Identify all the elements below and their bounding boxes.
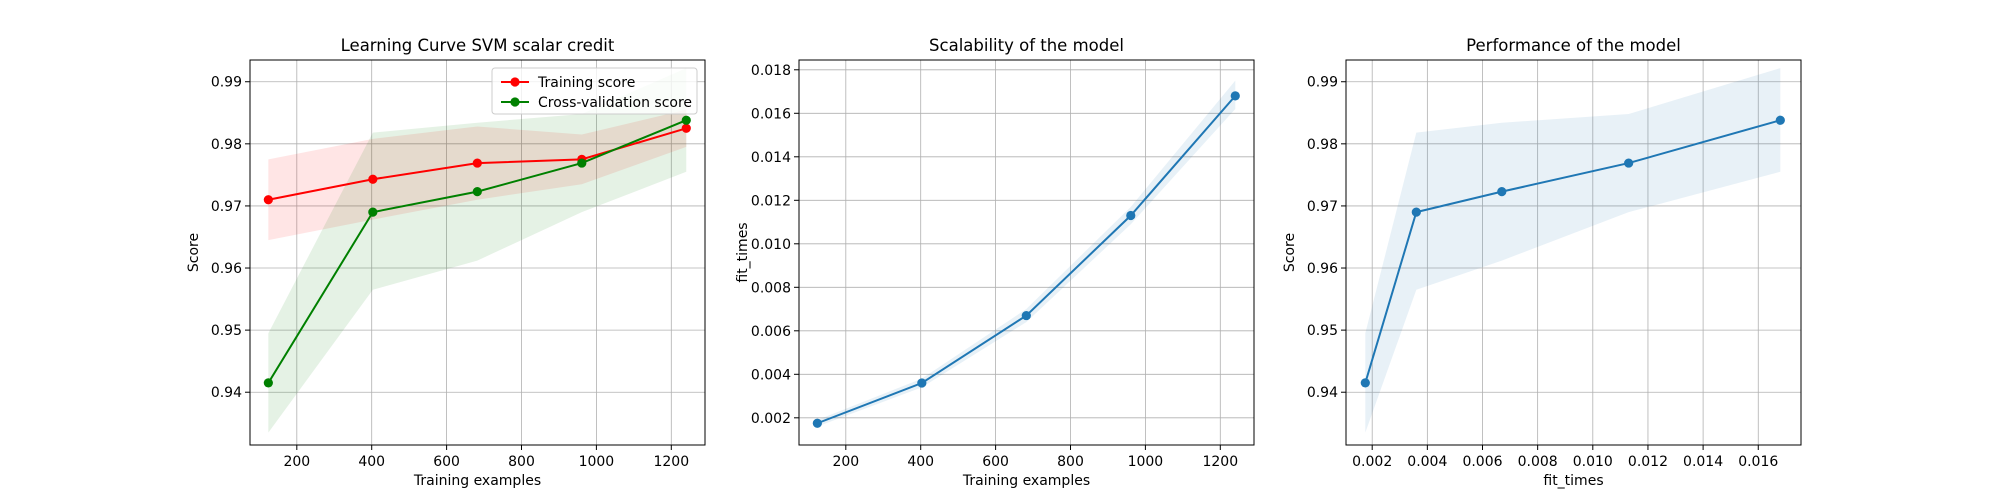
x-axis-label: Training examples xyxy=(962,473,1090,489)
y-tick-label: 0.016 xyxy=(751,106,791,122)
plot-area xyxy=(812,80,1240,428)
plot-scalability: 200 400 600 800 1000 1200 0.002 0.004 0.006 0.008… xyxy=(735,36,1255,489)
series-0-point xyxy=(1021,310,1031,321)
y-tick-label: 0.002 xyxy=(751,411,791,427)
series-0-point xyxy=(263,195,273,205)
y-tick-label: 0.95 xyxy=(1307,323,1338,339)
series-0-point xyxy=(917,378,927,388)
plot-learning-curve: 200 400 600 800 1000 1200 0.94 0.95 0.96 0.97 0.98… xyxy=(186,36,706,489)
grid xyxy=(1346,60,1801,445)
legend-swatch-marker xyxy=(510,77,520,87)
x-tick-label: 800 xyxy=(1057,454,1084,470)
x-axis-label: Training examples xyxy=(413,473,541,489)
y-tick-label: 0.98 xyxy=(211,137,242,153)
x-tick-label: 600 xyxy=(982,454,1009,470)
x-tick-label: 0.016 xyxy=(1738,454,1778,470)
x-tick-label: 1200 xyxy=(1202,454,1238,470)
y-tick-label: 0.97 xyxy=(1307,199,1338,215)
plot-title: Learning Curve SVM scalar credit xyxy=(341,36,615,55)
x-axis-label: fit_times xyxy=(1543,473,1603,489)
series-0-point xyxy=(681,123,691,133)
x-tick-label: 400 xyxy=(907,454,934,470)
series-0-point xyxy=(472,158,482,168)
series-1-band xyxy=(268,68,687,433)
series-0-point xyxy=(368,174,378,184)
y-tick-label: 0.014 xyxy=(751,150,791,166)
y-tick-label: 0.006 xyxy=(751,324,791,340)
y-tick-label: 0.96 xyxy=(1307,261,1338,277)
series-0-point xyxy=(1126,210,1136,221)
series-1-point xyxy=(472,187,482,197)
x-tick-label: 0.012 xyxy=(1628,454,1668,470)
plot-title: Performance of the model xyxy=(1466,36,1681,55)
x-tick-label: 200 xyxy=(832,454,859,470)
x-tick-label: 1000 xyxy=(579,454,615,470)
legend-box xyxy=(491,67,698,115)
legend-label: Cross-validation score xyxy=(538,95,692,111)
y-tick-label: 0.96 xyxy=(211,261,242,277)
legend-swatch-marker xyxy=(510,97,520,107)
x-tick-label: 200 xyxy=(283,454,310,470)
x-tick-label: 0.008 xyxy=(1518,454,1558,470)
plot-title: Scalability of the model xyxy=(929,36,1124,55)
plot-performance: 0.002 0.004 0.006 0.008 0.010 0.012 0.014 0.016… xyxy=(1282,36,1802,489)
series-0-point xyxy=(1775,115,1785,125)
series-0-band xyxy=(1365,68,1781,433)
y-tick-label: 0.94 xyxy=(1307,385,1338,401)
y-tick-label: 0.95 xyxy=(211,323,242,339)
series-1-point xyxy=(368,207,378,217)
y-axis-label: Score xyxy=(1282,233,1298,272)
grid xyxy=(250,60,705,445)
x-tick-label: 1200 xyxy=(653,454,689,470)
y-tick-label: 0.94 xyxy=(211,385,242,401)
y-tick-label: 0.008 xyxy=(751,280,791,296)
grid xyxy=(799,60,1254,445)
series-0-point xyxy=(1624,158,1634,168)
x-tick-label: 800 xyxy=(508,454,535,470)
x-tick-label: 1000 xyxy=(1128,454,1164,470)
axes-frame xyxy=(798,59,1255,446)
series-1-point xyxy=(577,158,587,168)
y-tick-label: 0.99 xyxy=(211,75,242,91)
y-axis-label: Score xyxy=(186,233,202,272)
x-tick-label: 600 xyxy=(433,454,460,470)
y-tick-label: 0.012 xyxy=(751,193,791,209)
series-1-point xyxy=(263,378,273,388)
series-0-band xyxy=(268,109,687,241)
y-tick-label: 0.98 xyxy=(1307,137,1338,153)
y-tick-label: 0.99 xyxy=(1307,75,1338,91)
y-tick-label: 0.010 xyxy=(751,237,791,253)
plot-area xyxy=(1360,68,1785,433)
legend-label: Training score xyxy=(537,75,635,91)
series-0-point xyxy=(812,418,822,428)
y-tick-label: 0.97 xyxy=(211,199,242,215)
axes-frame xyxy=(249,59,706,446)
x-tick-label: 0.004 xyxy=(1407,454,1447,470)
x-tick-label: 0.006 xyxy=(1462,454,1502,470)
x-tick-label: 0.002 xyxy=(1352,454,1392,470)
series-1-point xyxy=(681,115,691,125)
series-0-point xyxy=(1497,187,1507,197)
legend: Training score Cross-validation score xyxy=(491,67,698,115)
plot-area xyxy=(263,68,691,433)
x-tick-label: 0.010 xyxy=(1573,454,1613,470)
axes-frame xyxy=(1345,59,1802,446)
x-tick-label: 0.014 xyxy=(1683,454,1723,470)
y-axis-label: fit_times xyxy=(735,222,751,282)
series-0-point xyxy=(1411,207,1421,217)
x-tick-label: 400 xyxy=(358,454,385,470)
series-0-point xyxy=(1230,91,1240,101)
y-tick-label: 0.004 xyxy=(751,367,791,383)
series-0-point xyxy=(1360,378,1370,388)
y-tick-label: 0.018 xyxy=(751,63,791,79)
